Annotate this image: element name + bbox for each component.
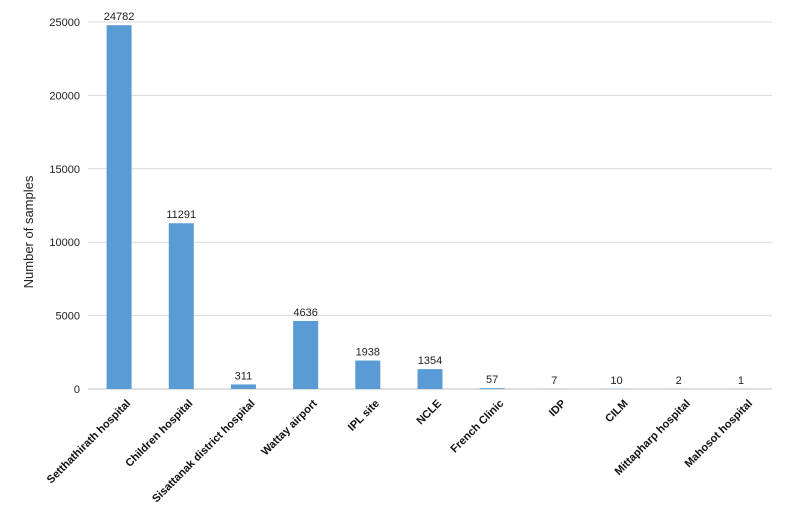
bar: [417, 369, 443, 389]
data-label: 311: [235, 370, 253, 382]
data-label: 4636: [293, 307, 317, 319]
y-tick-label: 5000: [56, 311, 80, 323]
data-label: 1354: [418, 355, 442, 367]
x-tick-label: Setthathirath hospital: [45, 398, 133, 486]
x-tick-label: Wattay airport: [259, 397, 320, 458]
data-label: 1: [738, 375, 744, 387]
gridlines: [88, 21, 772, 390]
data-label: 24782: [104, 11, 135, 23]
bar: [230, 384, 256, 389]
data-label: 10: [610, 375, 622, 387]
bar: [293, 320, 319, 389]
bar: [106, 25, 132, 390]
data-label: 11291: [166, 209, 196, 221]
data-label: 2: [676, 375, 682, 387]
x-tick-label: NCLE: [414, 398, 444, 428]
x-tick-label: French Clinic: [449, 398, 507, 456]
y-axis-label: Number of samples: [21, 175, 36, 288]
data-labels: 24782 11291 311 4636 1938 1354 57 7 10 2 1: [104, 11, 744, 387]
x-tick-label: Children hospital: [123, 398, 195, 470]
y-tick-label: 15000: [49, 164, 80, 176]
bar: [479, 388, 505, 389]
data-label: 7: [551, 375, 557, 387]
x-tick-label: CILM: [603, 398, 630, 425]
x-tick-label: IPL site: [346, 398, 382, 434]
x-tick-label: IDP: [547, 398, 568, 419]
y-tick-label: 25000: [49, 17, 80, 29]
x-tick-label: Sisattanak district hospital: [150, 398, 257, 505]
y-tick-label: 20000: [49, 90, 80, 102]
y-tick-label: 0: [74, 384, 80, 396]
data-label: 1938: [356, 347, 380, 359]
y-axis-ticks: 0 5000 10000 15000 20000 25000: [49, 17, 80, 396]
data-label: 57: [486, 374, 498, 386]
bars: [106, 25, 754, 390]
y-tick-label: 10000: [49, 237, 80, 249]
bar: [355, 360, 381, 389]
x-tick-label: Mahosot hospital: [683, 398, 755, 470]
bar: [168, 223, 194, 389]
